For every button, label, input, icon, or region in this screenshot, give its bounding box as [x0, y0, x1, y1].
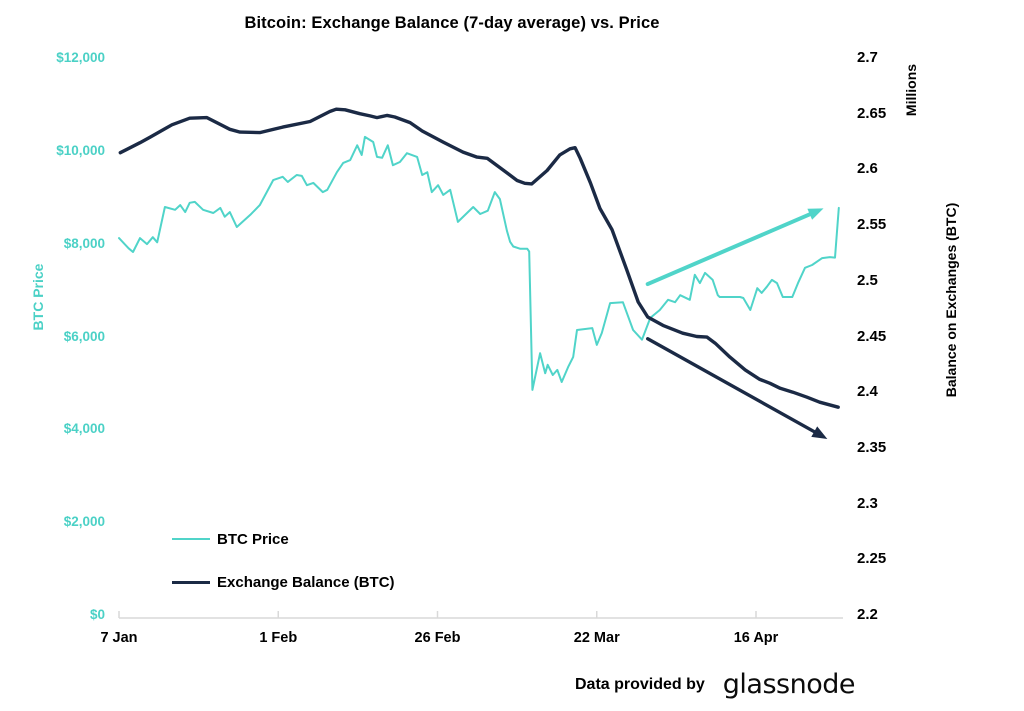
x-axis-tick-label: 7 Jan [100, 630, 138, 646]
balance-trend-arrow [646, 337, 816, 434]
balance-trend-arrow-head [811, 426, 828, 439]
left-axis-tick-label: $10,000 [56, 142, 105, 158]
attribution-text: Data provided by [574, 675, 705, 693]
right-axis-tick-label: 2.25 [857, 550, 887, 568]
right-axis-tick-label: 2.65 [857, 104, 887, 122]
left-axis-tick-label: $2,000 [63, 514, 105, 530]
right-axis-tick-label: 2.3 [857, 494, 878, 512]
right-axis-tick-label: 2.35 [857, 438, 887, 456]
right-axis-tick-label: 2.45 [857, 327, 887, 345]
exchange-balance-legend-swatch [172, 580, 210, 584]
btc-price-line [118, 135, 840, 391]
btc-price-legend-label: BTC Price [217, 530, 289, 548]
right-axis-tick-label: 2.7 [857, 49, 878, 66]
price-trend-arrow [645, 212, 812, 287]
left-axis-tick-label: $4,000 [63, 421, 105, 437]
right-axis-tick-label: 2.5 [857, 271, 878, 289]
attribution-footer: Data provided by glassnode [574, 669, 856, 700]
x-axis-tick-label: 22 Mar [573, 630, 620, 646]
x-axis-tick-label: 1 Feb [259, 630, 298, 646]
btc-price-legend-swatch [172, 538, 210, 540]
x-axis-tick-label: 26 Feb [414, 630, 461, 646]
right-axis-tick-label: 2.2 [857, 606, 878, 623]
legend-item-exchange-balance: Exchange Balance (BTC) [172, 570, 395, 594]
left-axis-tick-label: $8,000 [63, 235, 105, 251]
left-axis-tick-label: $6,000 [63, 328, 105, 344]
right-axis-tick-label: 2.6 [857, 160, 878, 178]
right-axis-tick-label: 2.55 [857, 216, 887, 234]
price-trend-arrow-head [807, 208, 824, 220]
left-axis-title: BTC Price [30, 263, 46, 331]
exchange-balance-line [118, 107, 840, 409]
legend-item-btc-price: BTC Price [172, 527, 395, 551]
right-axis-title: Balance on Exchanges (BTC) [943, 202, 959, 398]
left-axis-tick-label: $0 [89, 607, 105, 622]
x-axis-tick-label: 16 Apr [733, 630, 779, 646]
legend: BTC Price Exchange Balance (BTC) [172, 527, 395, 613]
exchange-balance-legend-label: Exchange Balance (BTC) [217, 573, 395, 591]
right-axis-unit-label: Millions [903, 63, 919, 117]
left-axis-tick-label: $12,000 [56, 50, 105, 65]
glassnode-logo: glassnode [722, 669, 856, 700]
chart-title: Bitcoin: Exchange Balance (7-day average… [244, 14, 660, 32]
right-axis-tick-label: 2.4 [857, 383, 878, 401]
